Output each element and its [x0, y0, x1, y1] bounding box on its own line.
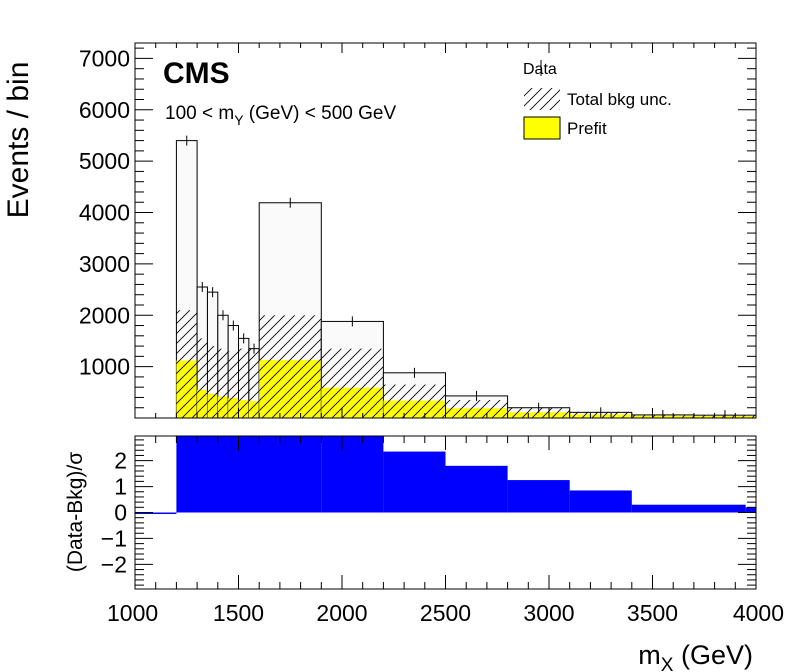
legend-data-label: Data	[523, 61, 557, 78]
ratio-histogram	[135, 436, 756, 514]
legend-hatch-swatch	[524, 88, 560, 110]
selection-label: 100 < mY (GeV) < 500 GeV	[165, 103, 396, 128]
bkg-unc-bin	[383, 384, 446, 418]
ratio-y-tick-label: −2	[101, 551, 127, 577]
ratio-bin	[631, 504, 746, 513]
x-tick-label: 3500	[627, 600, 678, 626]
ratio-y-tick-label: 1	[114, 474, 127, 500]
x-tick-label: 3000	[523, 600, 574, 626]
x-tick-label: 2500	[420, 600, 471, 626]
ratio-y-axis-title: (Data-Bkg)/σ	[64, 452, 87, 572]
main-y-tick-label: 7000	[79, 45, 130, 71]
bkg-unc-bin	[507, 407, 570, 418]
experiment-label: CMS	[163, 57, 230, 90]
x-tick-label: 1000	[107, 600, 158, 626]
ratio-frame	[134, 435, 757, 590]
main-y-axis: 1000 2000 3000 4000 5000 6000 7000	[79, 43, 757, 418]
x-tick-label: 1500	[213, 600, 264, 626]
x-axis-title: mX (GeV)	[638, 640, 753, 672]
main-y-tick-label: 6000	[79, 97, 130, 123]
ratio-x-axis: 1000 1500 2000 2500 3000 3500 4000	[107, 436, 784, 626]
main-y-tick-label: 1000	[79, 354, 130, 380]
main-y-tick-label: 2000	[79, 302, 130, 328]
main-histograms	[175, 135, 756, 418]
main-y-tick-label: 3000	[79, 251, 130, 277]
x-tick-label: 2000	[316, 600, 367, 626]
bkg-unc-bin	[217, 348, 229, 418]
bkg-unc-bin	[259, 315, 322, 418]
bkg-unc-bin	[238, 348, 249, 418]
bkg-unc-bin	[228, 351, 239, 418]
main-y-axis-title: Events / bin	[2, 62, 35, 219]
bkg-unc-bin	[445, 400, 508, 418]
ratio-y-tick-label: 2	[114, 448, 127, 474]
ratio-bin	[383, 451, 446, 513]
main-frame	[134, 42, 757, 419]
ratio-bin	[321, 436, 384, 513]
legend-bkg-unc-label: Total bkg unc.	[567, 90, 672, 109]
bkg-unc-bin	[321, 348, 384, 418]
bkg-unc-bin	[207, 346, 218, 418]
ratio-bin	[507, 480, 570, 513]
ratio-y-tick-label: 0	[114, 500, 127, 526]
main-y-tick-label: 5000	[79, 148, 130, 174]
legend-entry-data: Data	[523, 60, 557, 78]
bkg-unc-bin	[248, 348, 260, 418]
ratio-bin	[569, 490, 632, 513]
bkg-unc-bin	[197, 338, 208, 418]
ratio-bin	[176, 436, 322, 513]
ratio-bin	[135, 512, 177, 514]
legend-entry-bkg-unc: Total bkg unc.	[524, 88, 672, 110]
x-tick-label: 4000	[733, 600, 784, 626]
ratio-y-tick-label: −1	[101, 525, 127, 551]
ratio-bin	[745, 507, 756, 513]
legend-prefit-label: Prefit	[567, 119, 607, 138]
legend: Data Total bkg unc. Prefit	[523, 60, 672, 140]
legend-prefit-swatch	[523, 116, 561, 140]
main-y-tick-label: 4000	[79, 200, 130, 226]
ratio-bin	[445, 465, 508, 513]
legend-entry-prefit: Prefit	[523, 116, 607, 140]
main-panel: 1000 2000 3000 4000 5000 6000 7000 CMS 100 < m…	[2, 42, 757, 419]
bkg-unc-bin	[176, 310, 198, 418]
